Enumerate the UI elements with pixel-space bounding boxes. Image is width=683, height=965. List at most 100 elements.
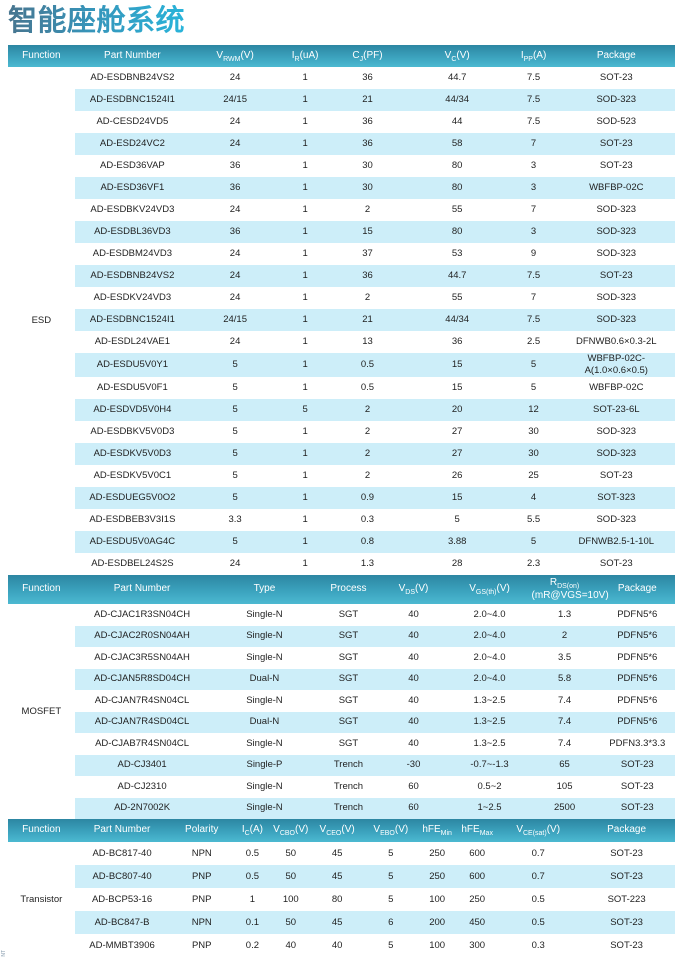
table-cell: NPN (169, 911, 235, 935)
table-cell: 2 (330, 399, 405, 422)
table-row: AD-ESDBNB24VS2 24 1 36 44.7 7.5 SOT-23 (8, 265, 675, 288)
column-header: VCEO(V) (310, 819, 364, 843)
table-cell: SOT-23-6L (557, 399, 675, 422)
table-cell: AD-ESDUEG5V0O2 (74, 487, 191, 510)
table-row: AD-CJAB7R4SN04CL Single-N SGT 40 1.3~2.5 7.4 P… (8, 733, 675, 755)
table-cell: 250 (469, 893, 486, 905)
table-cell: Single-N (246, 780, 283, 792)
table-cell: 9 (530, 248, 537, 260)
header-row: Function Part Number Polarity IC(A) VCBO(V) V… (8, 819, 675, 843)
column-header: Part Number (74, 575, 210, 605)
table-cell: 2 (529, 625, 600, 648)
table-cell: SGT (319, 711, 378, 734)
table-cell: 5 (454, 514, 460, 526)
table-cell: AD-ESDBNC1524I1 (74, 309, 191, 332)
table-cell: 55 (451, 292, 463, 304)
table-cell: 24 (229, 72, 241, 84)
table-cell: 2.0~4.0 (473, 651, 506, 663)
table-cell: 24 (229, 116, 241, 128)
table-cell: 7.5 (509, 265, 558, 288)
table-cell: 1 (302, 248, 308, 260)
table-cell: 1 (280, 177, 331, 200)
table-cell: Single-N (246, 651, 283, 663)
table-cell: 44/34 (404, 309, 510, 332)
table-cell: 5.8 (529, 668, 600, 691)
table-cell: 2.0~4.0 (473, 608, 506, 620)
table-row: AD-ESDL24VAE1 24 1 13 36 2.5 DFNWB0.6×0.3-2L (8, 331, 675, 353)
table-cell: 80 (404, 221, 510, 244)
table-cell: Dual-N (209, 711, 320, 734)
table-cell: AD-CJAB7R4SN04CL (95, 737, 190, 749)
table-cell: SGT (319, 625, 378, 648)
table-cell: AD-CJ2310 (117, 780, 167, 792)
table-cell: 1 (302, 558, 308, 570)
table-cell: 1.3 (557, 608, 572, 620)
table-cell: 80 (331, 893, 343, 905)
column-header: hFEMin (418, 819, 457, 843)
table-cell: SOT-23 (610, 939, 643, 951)
function-cell: MOSFET (8, 604, 75, 820)
column-header: Type (209, 575, 320, 605)
table-cell: 600 (456, 865, 499, 889)
table-cell: 24 (229, 336, 241, 348)
table-cell: 44.7 (447, 72, 467, 84)
table-cell: AD-ESDBNC1524I1 (74, 89, 191, 112)
table-cell: 0.5 (531, 893, 545, 905)
table-cell: 25 (528, 470, 539, 482)
table-cell: 15 (404, 353, 510, 378)
table-row: AD-CJAN7R4SN04CL Single-N SGT 40 1.3~2.5 7.4 P… (8, 690, 675, 712)
table-cell: 5.5 (526, 514, 541, 526)
table-cell: 5 (388, 939, 394, 951)
table-cell: 5 (363, 865, 419, 889)
table-row: AD-BC807-40 PNP 0.5 50 45 5 250 600 0.7 SOT-23 (8, 865, 675, 889)
table-cell: AD-ESD36VF1 (74, 177, 191, 200)
table-cell: SOT-23 (599, 754, 675, 777)
table-cell: Single-N (246, 694, 283, 706)
table-cell: PNP (169, 865, 235, 889)
table-row: AD-ESDKV5V0C1 5 1 2 26 25 SOT-23 (8, 465, 675, 487)
table-cell: WBFBP-02C (589, 382, 644, 394)
table-cell: 28 (451, 558, 463, 570)
table-cell: 105 (556, 780, 573, 792)
table-row: AD-ESDUEG5V0O2 5 1 0.9 15 4 SOT-323 (8, 487, 675, 510)
table-row: AD-ESDBNC1524I1 24/15 1 21 44/34 7.5 SOD-323 (8, 89, 675, 112)
table-cell: 24 (190, 265, 281, 288)
table-cell: 2 (330, 443, 405, 466)
table-cell: 36 (229, 160, 241, 172)
table-cell: 0.8 (330, 531, 405, 554)
table-cell: 1 (302, 470, 308, 482)
table-cell: AD-ESDKV5V0C1 (93, 470, 172, 482)
table-cell: 27 (404, 443, 510, 466)
table-cell: SOT-23 (599, 160, 633, 172)
table-cell: SGT (338, 651, 359, 663)
table-cell: 3 (509, 177, 558, 200)
table-row: AD-ESDBEL24S2S 24 1 1.3 28 2.3 SOT-23 (8, 553, 675, 575)
table-cell: Single-N (209, 797, 320, 820)
table-cell: 7 (530, 204, 537, 216)
table-cell: SOT-323 (557, 487, 675, 510)
table-row: AD-MMBT3906 PNP 0.2 40 40 5 100 300 0.3 SOT-23 (8, 934, 675, 957)
table-cell: 1 (302, 382, 308, 394)
mosfet-table: Function Part Number Type Process VDS(V) VGS(… (8, 575, 675, 820)
table-cell: 45 (310, 911, 364, 935)
table-cell: AD-CJAN7R4SN04CL (94, 694, 190, 706)
table-cell: Dual-N (209, 668, 320, 691)
column-header: IR(uA) (280, 45, 331, 68)
table-cell: 36 (451, 336, 463, 348)
table-cell: 1 (302, 514, 308, 526)
table-row: AD-BCP53-16 PNP 1 100 80 5 100 250 0.5 SOT-223 (8, 888, 675, 911)
table-cell: 1~2.5 (449, 797, 530, 820)
table-cell: 15 (330, 221, 405, 244)
table-cell: AD-CJAC2R0SN04AH (74, 625, 210, 648)
table-cell: WBFBP-02C (557, 177, 675, 200)
table-cell: SOD-323 (596, 426, 637, 438)
esd-table: Function Part Number VRWM(V) IR(uA) CJ(PF) VC… (8, 45, 675, 576)
column-header: VGS(th)(V) (449, 575, 530, 605)
table-cell: SOT-23 (620, 780, 654, 792)
table-cell: AD-ESDBKV5V0D3 (90, 426, 175, 438)
table-cell: 45 (331, 847, 343, 859)
table-row: AD-CESD24VD5 24 1 36 44 7.5 SOD-523 (8, 111, 675, 133)
table-cell: SOT-23 (578, 911, 675, 935)
column-header: Package (599, 575, 675, 605)
